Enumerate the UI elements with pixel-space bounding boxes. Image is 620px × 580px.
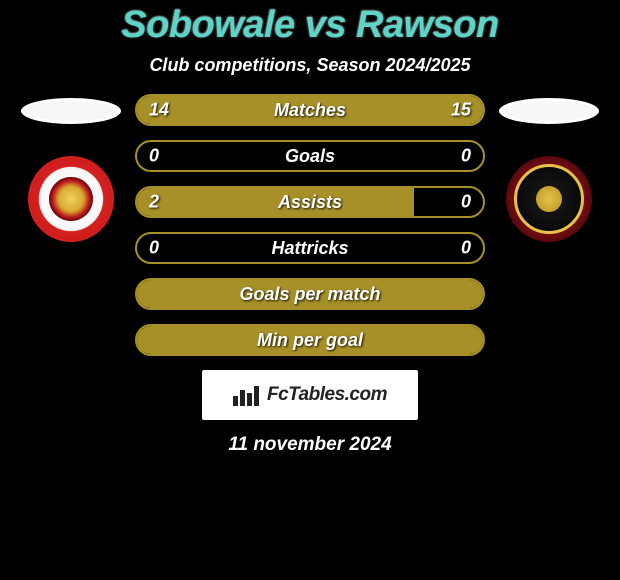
stat-value-right: 0 bbox=[461, 192, 471, 213]
club-crest-left bbox=[28, 156, 114, 242]
stat-value-left: 0 bbox=[149, 146, 159, 167]
stat-label: Min per goal bbox=[257, 330, 363, 351]
stat-bar: Goals per match bbox=[135, 278, 485, 310]
stat-bar: 14 15 Matches bbox=[135, 94, 485, 126]
club-crest-right bbox=[506, 156, 592, 242]
stat-bar: Min per goal bbox=[135, 324, 485, 356]
stat-label: Hattricks bbox=[271, 238, 348, 259]
stat-bar: 0 0 Goals bbox=[135, 140, 485, 172]
stat-value-right: 0 bbox=[461, 146, 471, 167]
page-title: Sobowale vs Rawson bbox=[0, 4, 620, 47]
stat-label: Goals bbox=[285, 146, 335, 167]
player-photo-placeholder-left bbox=[21, 98, 121, 124]
right-side bbox=[499, 94, 599, 242]
stat-bar: 0 0 Hattricks bbox=[135, 232, 485, 264]
stat-label: Goals per match bbox=[239, 284, 380, 305]
stat-value-right: 0 bbox=[461, 238, 471, 259]
stat-value-right: 15 bbox=[451, 100, 471, 121]
stat-bars: 14 15 Matches 0 0 Goals 2 0 Assists 0 0 Hattricks Go… bbox=[135, 94, 485, 356]
content-row: 14 15 Matches 0 0 Goals 2 0 Assists 0 0 Hattricks Go… bbox=[0, 94, 620, 356]
brand-text: FcTables.com bbox=[267, 384, 387, 406]
player-photo-placeholder-right bbox=[499, 98, 599, 124]
left-side bbox=[21, 94, 121, 242]
stat-label: Matches bbox=[274, 100, 346, 121]
brand-logo: FcTables.com bbox=[202, 370, 418, 420]
bars-icon bbox=[233, 384, 259, 406]
stat-bar: 2 0 Assists bbox=[135, 186, 485, 218]
stat-label: Assists bbox=[278, 192, 342, 213]
stat-value-left: 0 bbox=[149, 238, 159, 259]
footer-date: 11 november 2024 bbox=[0, 434, 620, 456]
comparison-card: Sobowale vs Rawson Club competitions, Se… bbox=[0, 0, 620, 580]
page-subtitle: Club competitions, Season 2024/2025 bbox=[0, 55, 620, 76]
stat-value-left: 2 bbox=[149, 192, 159, 213]
stat-value-left: 14 bbox=[149, 100, 169, 121]
bar-fill-left bbox=[137, 188, 414, 216]
